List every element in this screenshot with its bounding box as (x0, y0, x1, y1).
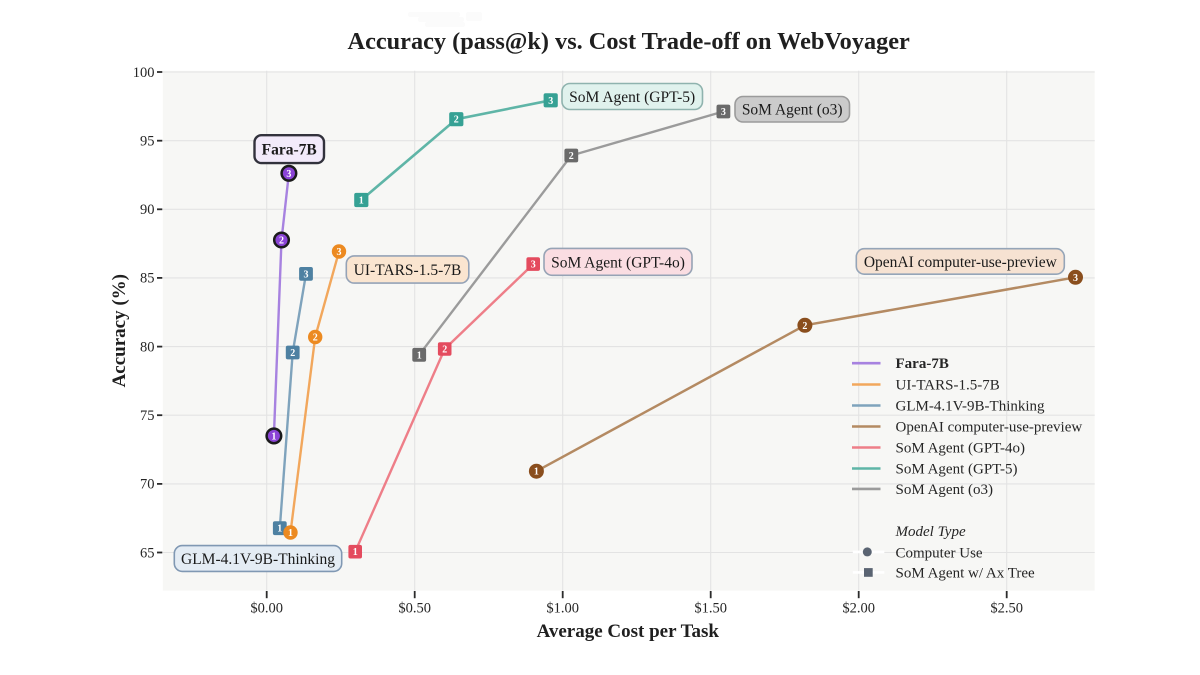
svg-text:3: 3 (1073, 273, 1078, 284)
svg-text:SoM Agent (GPT-5): SoM Agent (GPT-5) (896, 462, 1018, 478)
svg-text:85: 85 (140, 271, 155, 287)
svg-text:1: 1 (534, 467, 539, 478)
svg-text:65: 65 (140, 545, 155, 561)
svg-text:UI-TARS-1.5-7B: UI-TARS-1.5-7B (896, 378, 1000, 394)
svg-text:1: 1 (359, 196, 364, 207)
svg-text:$0.00: $0.00 (250, 601, 283, 617)
svg-text:1: 1 (271, 431, 276, 442)
svg-text:3: 3 (304, 269, 309, 280)
svg-text:Fara-7B: Fara-7B (896, 356, 949, 372)
svg-text:SoM Agent (GPT-4o): SoM Agent (GPT-4o) (551, 254, 685, 271)
svg-text:Accuracy (%): Accuracy (%) (109, 274, 130, 387)
svg-text:GLM-4.1V-9B-Thinking: GLM-4.1V-9B-Thinking (896, 399, 1046, 415)
svg-text:$1.50: $1.50 (694, 601, 727, 617)
svg-text:3: 3 (721, 107, 726, 118)
svg-text:Model Type: Model Type (895, 524, 966, 540)
svg-text:3: 3 (337, 247, 342, 258)
svg-text:OpenAI computer-use-preview: OpenAI computer-use-preview (896, 420, 1083, 436)
svg-text:2: 2 (290, 348, 295, 359)
svg-text:1: 1 (288, 528, 293, 539)
svg-text:SoM Agent (GPT-5): SoM Agent (GPT-5) (569, 89, 695, 106)
svg-text:Accuracy (pass@k) vs. Cost Tra: Accuracy (pass@k) vs. Cost Trade-off on … (348, 28, 911, 55)
svg-text:1: 1 (417, 350, 422, 361)
svg-text:SoM Agent (o3): SoM Agent (o3) (896, 482, 994, 498)
svg-text:95: 95 (140, 134, 155, 150)
svg-text:$1.00: $1.00 (546, 601, 579, 617)
svg-text:GLM-4.1V-9B-Thinking: GLM-4.1V-9B-Thinking (181, 551, 335, 568)
svg-text:OpenAI computer-use-preview: OpenAI computer-use-preview (864, 254, 1058, 271)
svg-text:75: 75 (140, 408, 155, 424)
svg-text:2: 2 (279, 236, 284, 247)
svg-text:$0.50: $0.50 (398, 601, 431, 617)
svg-text:SoM Agent (GPT-4o): SoM Agent (GPT-4o) (896, 441, 1025, 457)
svg-text:80: 80 (140, 339, 155, 355)
svg-text:$2.50: $2.50 (990, 601, 1023, 617)
svg-text:$2.00: $2.00 (842, 601, 875, 617)
svg-text:SoM Agent (o3): SoM Agent (o3) (742, 102, 843, 119)
svg-text:Average Cost per Task: Average Cost per Task (537, 621, 720, 642)
svg-text:2: 2 (313, 333, 318, 344)
svg-text:3: 3 (286, 169, 291, 180)
svg-text:3: 3 (548, 96, 553, 107)
svg-text:1: 1 (353, 547, 358, 558)
svg-text:SoM Agent w/ Ax Tree: SoM Agent w/ Ax Tree (896, 565, 1036, 581)
svg-text:Computer Use: Computer Use (896, 545, 983, 561)
svg-text:90: 90 (140, 202, 155, 218)
svg-text:2: 2 (802, 321, 807, 332)
svg-text:Fara-7B: Fara-7B (262, 142, 317, 159)
svg-text:70: 70 (140, 477, 155, 493)
svg-text:100: 100 (133, 65, 155, 81)
svg-text:3: 3 (531, 260, 536, 271)
svg-text:2: 2 (442, 345, 447, 356)
svg-text:1: 1 (277, 524, 282, 535)
svg-text:UI-TARS-1.5-7B: UI-TARS-1.5-7B (354, 262, 462, 279)
svg-text:2: 2 (569, 151, 574, 162)
svg-text:2: 2 (454, 115, 459, 126)
